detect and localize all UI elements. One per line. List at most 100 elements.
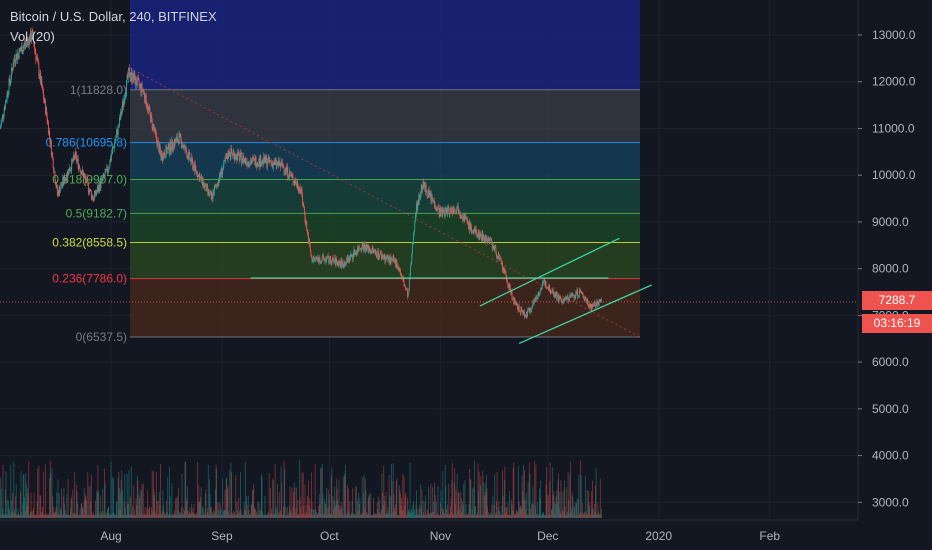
volume-bar [302, 472, 304, 518]
candle-body [392, 257, 394, 260]
volume-bar [408, 512, 410, 518]
volume-bar [584, 476, 586, 518]
candle-body [583, 297, 585, 299]
volume-bar [314, 464, 316, 518]
candle-body [195, 167, 197, 172]
candle-body [129, 76, 131, 79]
volume-bar [126, 473, 128, 518]
candle-body [283, 167, 285, 173]
volume-bar [82, 506, 84, 518]
volume-bar [244, 510, 246, 518]
volume-bar [177, 510, 179, 518]
volume-bar [218, 509, 219, 518]
candle-body [451, 207, 453, 214]
volume-bar [61, 514, 63, 518]
candle-body [134, 74, 136, 85]
candle-body [291, 175, 293, 177]
candle-body [101, 178, 103, 181]
candle-body [295, 181, 297, 184]
volume-indicator-label[interactable]: Vol (20) [10, 29, 55, 44]
candle-body [306, 230, 308, 232]
candle-body [511, 290, 513, 299]
candle-body [171, 140, 173, 151]
time-axis[interactable]: Aug Sep Oct Nov Dec 2020 Feb [0, 519, 858, 543]
volume-bar [255, 513, 257, 518]
volume-bar [149, 507, 151, 518]
volume-bar [155, 472, 157, 518]
volume-bar [323, 514, 324, 518]
volume-bar [337, 505, 339, 518]
volume-bar [112, 478, 114, 518]
candle-body [508, 284, 510, 289]
candle-body [553, 293, 555, 297]
candle-body [89, 190, 91, 193]
candle-body [28, 40, 30, 46]
volume-bar [139, 489, 141, 518]
volume-bar [55, 511, 57, 518]
candle-body [124, 96, 126, 98]
candle-body [328, 261, 330, 263]
candle-body [50, 141, 52, 145]
candle-body [357, 247, 359, 252]
volume-bar [240, 472, 241, 518]
candle-body [217, 185, 219, 187]
volume-bar [449, 514, 451, 518]
candle-body [590, 306, 592, 310]
volume-bar [2, 508, 3, 518]
volume-bar [519, 508, 521, 518]
volume-bar [438, 514, 440, 518]
candle-body [56, 185, 58, 195]
candle-body [244, 158, 246, 162]
candle-body [549, 291, 551, 293]
candle-body [320, 261, 322, 264]
symbol-title[interactable]: Bitcoin / U.S. Dollar, 240, BITFINEX [10, 9, 217, 24]
candle-body [69, 170, 71, 172]
candle-body [383, 256, 385, 259]
candle-body [149, 112, 151, 123]
candle-body [512, 297, 514, 299]
volume-bar [577, 514, 579, 518]
candle-body [547, 287, 549, 289]
volume-bar [124, 507, 126, 518]
volume-bar [206, 512, 208, 518]
candle-body [203, 183, 204, 187]
candle-body [224, 160, 226, 161]
candle-body [245, 158, 247, 163]
volume-bar [598, 514, 600, 518]
candle-body [262, 159, 264, 163]
volume-bar [345, 514, 347, 518]
volume-bar [509, 490, 511, 518]
candle-body [562, 300, 564, 304]
volume-bar [287, 514, 289, 518]
volume-bar [3, 514, 5, 518]
candle-body [102, 174, 104, 178]
volume-bar [306, 504, 308, 518]
trendlines[interactable] [250, 237, 652, 345]
volume-bar [274, 463, 276, 518]
candle-body [442, 209, 444, 211]
volume-bar [465, 514, 466, 518]
candle-body [1, 117, 3, 122]
candle-body [314, 257, 315, 259]
candle-body [386, 257, 388, 259]
volume-bar [46, 513, 48, 518]
candle-body [472, 231, 474, 233]
volume-bar [352, 514, 354, 518]
volume-bar [479, 485, 481, 518]
volume-bar [375, 513, 377, 518]
candle-body [411, 254, 413, 263]
candle-body [334, 257, 336, 266]
volume-bar [68, 514, 70, 518]
volume-bar [540, 480, 542, 518]
price-axis[interactable]: 13000.012000.011000.010000.09000.08000.0… [857, 0, 916, 520]
volume-bar [203, 515, 205, 518]
candle-body [7, 93, 9, 95]
volume-bar [348, 513, 350, 518]
candle-body [142, 90, 144, 92]
candle-body [522, 311, 524, 314]
candle-body [252, 157, 254, 159]
volume-bar [585, 514, 587, 518]
volume-bar [31, 511, 33, 518]
volume-bar [327, 490, 329, 518]
